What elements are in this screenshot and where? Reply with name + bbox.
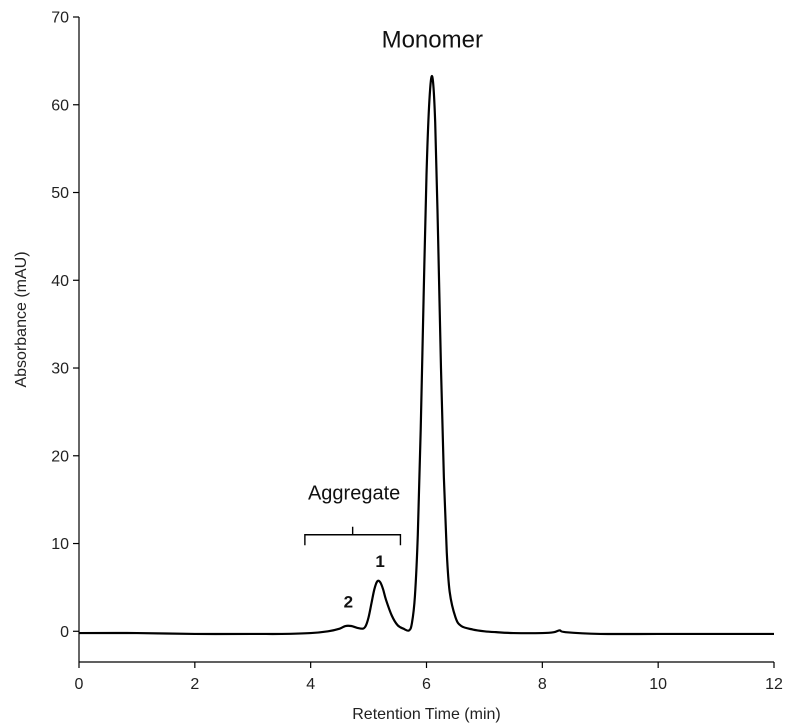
y-tick-label: 20 bbox=[51, 448, 69, 465]
x-axis-label: Retention Time (min) bbox=[352, 706, 501, 723]
y-tick-label: 40 bbox=[51, 273, 69, 290]
y-tick-label: 10 bbox=[51, 536, 69, 553]
y-tick-label: 50 bbox=[51, 185, 69, 202]
annotations: Monomer Aggregate 1 2 bbox=[308, 27, 483, 612]
x-tick-label: 12 bbox=[765, 676, 783, 693]
x-tick-label: 4 bbox=[306, 676, 315, 693]
monomer-label: Monomer bbox=[382, 27, 483, 54]
peak-2-label: 2 bbox=[344, 593, 353, 612]
y-ticks: 0 10 20 30 40 50 60 70 bbox=[51, 10, 79, 641]
x-tick-label: 8 bbox=[538, 676, 547, 693]
y-tick-label: 0 bbox=[60, 624, 69, 641]
x-tick-label: 10 bbox=[649, 676, 667, 693]
x-tick-label: 6 bbox=[422, 676, 431, 693]
aggregate-label: Aggregate bbox=[308, 483, 400, 505]
peak-1-label: 1 bbox=[375, 552, 384, 571]
x-tick-label: 2 bbox=[190, 676, 199, 693]
x-tick-label: 0 bbox=[75, 676, 84, 693]
y-tick-label: 30 bbox=[51, 361, 69, 378]
x-ticks: 0 2 4 6 8 10 12 bbox=[75, 662, 783, 693]
y-tick-label: 60 bbox=[51, 97, 69, 114]
chromatogram-trace bbox=[78, 74, 774, 636]
aggregate-bracket bbox=[304, 526, 402, 546]
y-tick-label: 70 bbox=[51, 10, 69, 27]
y-axis-label: Absorbance (mAU) bbox=[13, 251, 30, 387]
